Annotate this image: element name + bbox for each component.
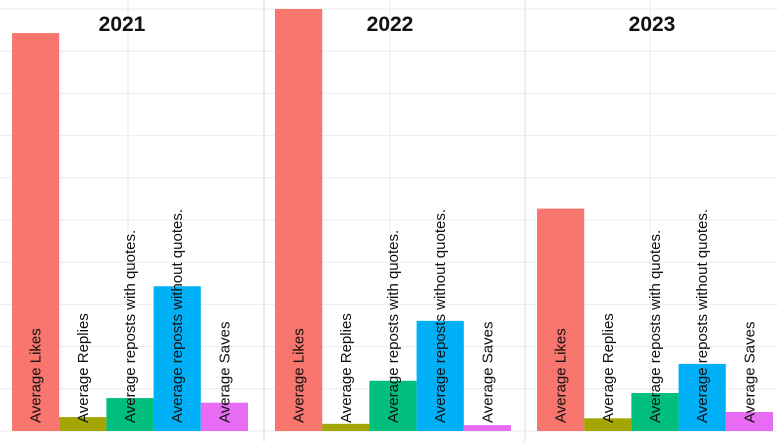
bar-label: Average reposts with quotes. bbox=[647, 230, 664, 423]
panel-2022: Average Likes Average Replies Average repo… bbox=[275, 9, 511, 431]
bar-label: Average Replies bbox=[600, 313, 617, 423]
bar-label: Average Replies bbox=[75, 313, 92, 423]
bar-label: Average Saves bbox=[479, 322, 496, 423]
bar-label: Average Likes bbox=[553, 328, 570, 423]
bar-average-reposts-with-quotes bbox=[631, 393, 679, 431]
bar-average-reposts-without-quotes bbox=[153, 286, 201, 431]
bar-average-reposts-without-quotes bbox=[416, 320, 464, 431]
bar-average-reposts-with-quotes bbox=[106, 398, 154, 431]
panel-title: 2021 bbox=[99, 13, 146, 36]
bar-label: Average reposts with quotes. bbox=[122, 230, 139, 423]
panel-2021: Average Likes Average Replies Average repo… bbox=[12, 13, 248, 431]
bar-average-replies bbox=[584, 418, 632, 431]
bar-label: Average Saves bbox=[741, 322, 758, 423]
bar-average-saves bbox=[200, 402, 248, 431]
bar-label: Average reposts with quotes. bbox=[385, 230, 402, 423]
panel-title: 2022 bbox=[367, 13, 414, 36]
bar-label: Average reposts without quotes. bbox=[169, 209, 186, 423]
bar-label: Average Saves bbox=[216, 322, 233, 423]
bar-average-saves bbox=[725, 412, 773, 431]
bar-label: Average reposts without quotes. bbox=[432, 209, 449, 423]
bar-label: Average Likes bbox=[291, 328, 308, 423]
bar-average-likes bbox=[275, 9, 323, 431]
panel-separators bbox=[263, 0, 526, 442]
bar-average-replies bbox=[322, 423, 370, 431]
bar-average-reposts-with-quotes bbox=[369, 380, 417, 431]
bar-average-reposts-without-quotes bbox=[678, 363, 726, 431]
bar-label: Average Replies bbox=[338, 313, 355, 423]
bar-label: Average Likes bbox=[28, 328, 45, 423]
bar-label: Average reposts without quotes. bbox=[694, 209, 711, 423]
panel-title: 2023 bbox=[629, 13, 676, 36]
bar-average-likes bbox=[12, 33, 60, 431]
bar-average-replies bbox=[59, 417, 107, 431]
bar-average-saves bbox=[463, 425, 511, 431]
bar-average-likes bbox=[537, 208, 585, 431]
panel-2023: Average Likes Average Replies Average repo… bbox=[537, 13, 773, 431]
